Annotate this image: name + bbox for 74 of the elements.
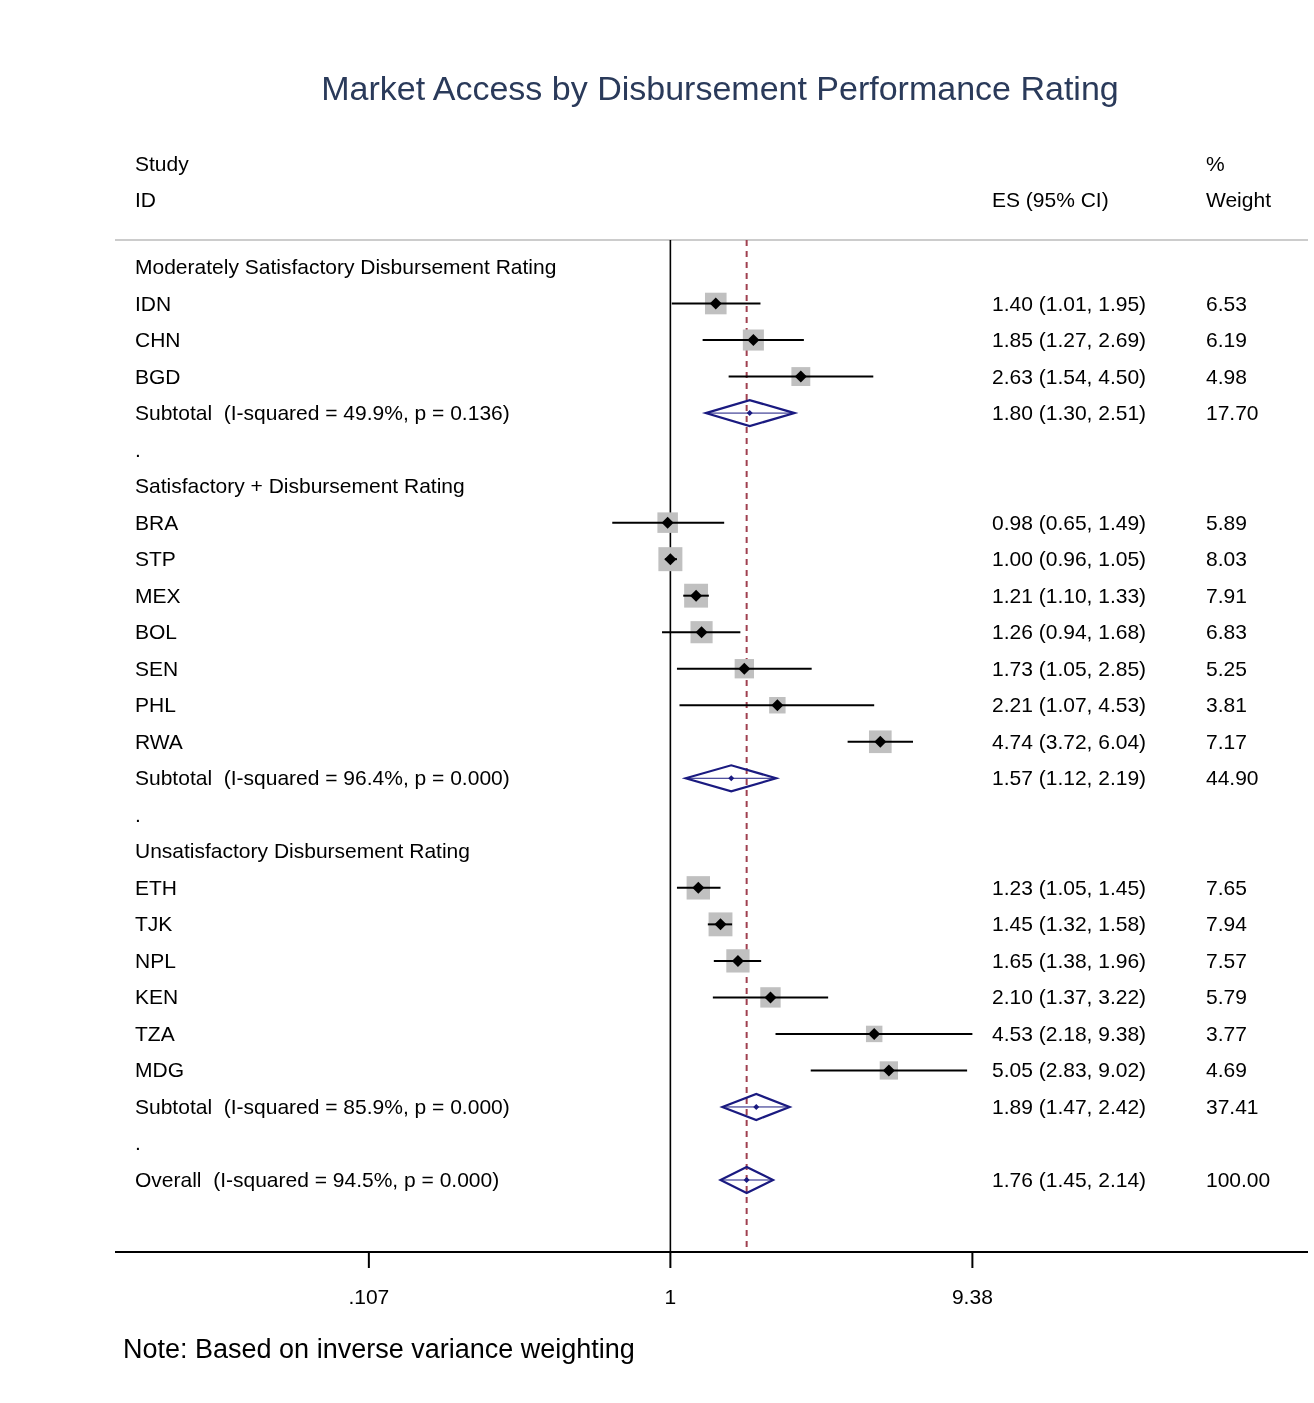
y-tick-label: MDG xyxy=(135,1058,184,1082)
y-tick-label: Overall (I-squared = 94.5%, p = 0.000) xyxy=(135,1168,500,1191)
annotation: 8.03 xyxy=(1206,547,1247,571)
annotation: 6.19 xyxy=(1206,328,1247,352)
y-tick-label: PHL xyxy=(135,693,176,717)
y-tick-label: NPL xyxy=(135,948,176,972)
chart-title: Market Access by Disbursement Performance Rating xyxy=(321,69,1119,107)
y-tick-label: BRA xyxy=(135,510,179,534)
annotation: 37.41 xyxy=(1206,1094,1259,1118)
x-tick-label: 9.38 xyxy=(951,1285,993,1308)
y-tick-label: CHN xyxy=(135,328,181,352)
annotation: 4.74 (3.72, 6.04) xyxy=(992,729,1147,753)
x-tick-label: 1 xyxy=(664,1285,677,1308)
y-axis-title: Study ID xyxy=(135,152,190,211)
annotation: 1.26 (0.94, 1.68) xyxy=(992,620,1147,644)
text: % Weight xyxy=(1206,152,1272,211)
y-tick-label: MEX xyxy=(135,583,181,607)
annotation: 7.57 xyxy=(1206,948,1247,972)
annotation: 1.23 (1.05, 1.45) xyxy=(992,875,1147,899)
y-tick-label: Subtotal (I-squared = 96.4%, p = 0.000) xyxy=(135,766,510,790)
annotation: 2.63 (1.54, 4.50) xyxy=(992,364,1147,388)
annotation: 4.53 (2.18, 9.38) xyxy=(992,1021,1147,1045)
x-tick-label: .107 xyxy=(348,1285,390,1308)
annotation: 1.00 (0.96, 1.05) xyxy=(992,547,1147,571)
annotation: 5.79 xyxy=(1206,985,1247,1009)
annotation: 7.91 xyxy=(1206,583,1247,607)
y-tick-label: Subtotal (I-squared = 49.9%, p = 0.136) xyxy=(135,401,510,425)
annotation: 6.53 xyxy=(1206,291,1247,315)
annotation: 7.17 xyxy=(1206,729,1247,753)
y-tick-label: ETH xyxy=(135,875,177,899)
y-tick-label: . xyxy=(135,802,141,826)
y-tick-label: STP xyxy=(135,547,176,571)
text: ES (95% CI) xyxy=(992,188,1109,211)
annotation: 1.57 (1.12, 2.19) xyxy=(992,766,1147,790)
y-tick-label: TJK xyxy=(135,912,173,936)
y-tick-label: . xyxy=(135,1131,141,1155)
annotation: 1.76 (1.45, 2.14) xyxy=(992,1168,1147,1191)
annotation: 3.77 xyxy=(1206,1021,1247,1045)
annotation: 1.80 (1.30, 2.51) xyxy=(992,401,1147,425)
annotation: 0.98 (0.65, 1.49) xyxy=(992,510,1147,534)
y-tick-label: KEN xyxy=(135,985,179,1009)
y-tick-label: Unsatisfactory Disbursement Rating xyxy=(135,839,470,863)
annotation: 4.69 xyxy=(1206,1058,1247,1082)
y-tick-label: Satisfactory + Disbursement Rating xyxy=(135,474,465,498)
annotation: 1.40 (1.01, 1.95) xyxy=(992,291,1147,315)
annotation: 7.65 xyxy=(1206,875,1247,899)
annotation: 1.45 (1.32, 1.58) xyxy=(992,912,1147,936)
annotation: 5.25 xyxy=(1206,656,1247,680)
annotation: 1.21 (1.10, 1.33) xyxy=(992,583,1147,607)
annotation: 17.70 xyxy=(1206,401,1259,425)
y-tick-label: TZA xyxy=(135,1021,175,1045)
annotation: 7.94 xyxy=(1206,912,1248,936)
annotation: 44.90 xyxy=(1206,766,1259,790)
y-tick-label: RWA xyxy=(135,729,183,753)
y-tick-label: BGD xyxy=(135,364,181,388)
annotation: 5.05 (2.83, 9.02) xyxy=(992,1058,1147,1082)
annotation: 3.81 xyxy=(1206,693,1247,717)
annotation: 1.89 (1.47, 2.42) xyxy=(992,1094,1147,1118)
annotation: 2.10 (1.37, 3.22) xyxy=(992,985,1147,1009)
annotation: 4.98 xyxy=(1206,364,1247,388)
y-tick-label: BOL xyxy=(135,620,178,644)
y-tick-label: Subtotal (I-squared = 85.9%, p = 0.000) xyxy=(135,1094,510,1118)
y-tick-label: SEN xyxy=(135,656,179,680)
y-tick-label: IDN xyxy=(135,291,172,315)
y-tick-label: . xyxy=(135,437,141,461)
annotation: 1.85 (1.27, 2.69) xyxy=(992,328,1147,352)
annotation: 5.89 xyxy=(1206,510,1247,534)
annotation: 100.00 xyxy=(1206,1168,1271,1191)
annotation: 6.83 xyxy=(1206,620,1247,644)
annotation: 1.65 (1.38, 1.96) xyxy=(992,948,1147,972)
annotation: 1.73 (1.05, 2.85) xyxy=(992,656,1147,680)
annotation: 2.21 (1.07, 4.53) xyxy=(992,693,1147,717)
text: Note: Based on inverse variance weighting xyxy=(123,1334,635,1364)
y-tick-label: Moderately Satisfactory Disbursement Rating xyxy=(135,255,557,278)
